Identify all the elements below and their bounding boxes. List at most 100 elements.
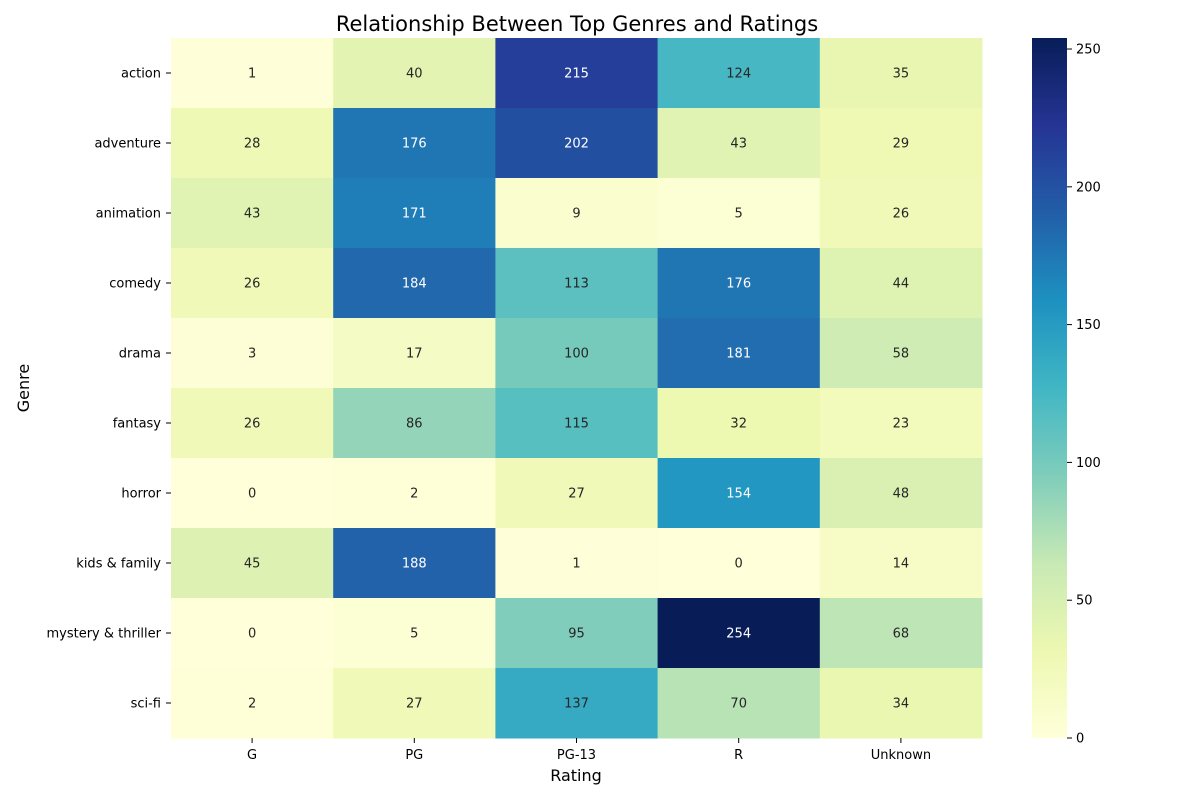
x-axis-label: Rating (550, 766, 602, 785)
heatmap-cell (333, 178, 496, 249)
column-tick-label: PG (405, 748, 423, 763)
colorbar-tick-label: 100 (1076, 456, 1101, 471)
colorbar-ticks: 0 50 100 150 200 250 (1067, 43, 1101, 747)
cell-value-label: 0 (248, 627, 256, 642)
cell-value-label: 40 (406, 67, 423, 82)
cell-value-label: 115 (564, 417, 589, 432)
cell-value-label: 202 (564, 137, 589, 152)
heatmap-cell (819, 108, 983, 179)
cell-value-label: 26 (244, 277, 261, 292)
heatmap-cell (171, 598, 334, 669)
colorbar-tick-label: 150 (1076, 318, 1101, 333)
cell-value-label: 86 (406, 417, 423, 432)
heatmap-cell (657, 108, 821, 179)
chart-title: Relationship Between Top Genres and Rati… (336, 12, 818, 36)
heatmap-cell (819, 178, 983, 249)
heatmap-cell (657, 248, 821, 319)
heatmap-cell (171, 38, 334, 109)
cell-value-label: 35 (893, 67, 910, 82)
cell-value-label: 34 (893, 697, 910, 712)
heatmap-cell (495, 38, 659, 109)
row-tick-label: drama (119, 347, 161, 362)
heatmap-cell (171, 248, 334, 319)
heatmap-cell (333, 108, 496, 179)
cell-value-label: 0 (248, 487, 256, 502)
cell-value-label: 9 (572, 207, 580, 222)
heatmap-cell (171, 458, 334, 529)
heatmap-cell (819, 458, 983, 529)
heatmap-cell (657, 458, 821, 529)
heatmap-cell (819, 528, 983, 599)
cell-value-label: 45 (244, 557, 261, 572)
heatmap-cell (819, 248, 983, 319)
cell-value-label: 137 (564, 697, 589, 712)
cell-value-label: 2 (248, 697, 256, 712)
cell-value-label: 27 (406, 697, 423, 712)
heatmap-cell (333, 318, 496, 389)
cell-value-label: 184 (402, 277, 427, 292)
colorbar (1032, 38, 1067, 738)
heatmap-cell (495, 668, 659, 739)
heatmap-cell (657, 598, 821, 669)
column-tick-labels: G PG PG-13 R Unknown (247, 738, 931, 763)
column-tick-label: R (734, 748, 743, 763)
cell-value-label: 14 (893, 557, 910, 572)
cell-value-label: 68 (893, 627, 910, 642)
cell-value-label: 26 (893, 207, 910, 222)
colorbar-tick-label: 50 (1076, 594, 1093, 609)
row-tick-label: comedy (109, 277, 161, 292)
colorbar-tick-label: 0 (1076, 732, 1084, 747)
cell-value-label: 5 (735, 207, 743, 222)
heatmap-cell (657, 178, 821, 249)
heatmap-cell (657, 38, 821, 109)
column-tick-label: Unknown (871, 748, 931, 763)
heatmap-cell (657, 528, 821, 599)
heatmap-cell (171, 178, 334, 249)
heatmap-cell (333, 248, 496, 319)
heatmap-cell (657, 388, 821, 459)
cell-value-label: 44 (893, 277, 910, 292)
heatmap-cell (333, 668, 496, 739)
heatmap-cell (819, 388, 983, 459)
cell-value-label: 113 (564, 277, 589, 292)
heatmap-cell (171, 318, 334, 389)
row-tick-label: mystery & thriller (46, 627, 161, 642)
heatmap-cell (819, 318, 983, 389)
cell-value-label: 27 (568, 487, 585, 502)
heatmap-cell (495, 108, 659, 179)
heatmap-cell (495, 458, 659, 529)
row-tick-label: sci-fi (131, 697, 161, 712)
cell-value-label: 17 (406, 347, 423, 362)
cell-value-label: 1 (248, 67, 256, 82)
heatmap-cell (333, 598, 496, 669)
heatmap-cell (333, 388, 496, 459)
colorbar-tick-label: 200 (1076, 180, 1101, 195)
cell-value-label: 176 (402, 137, 427, 152)
heatmap-cell (495, 318, 659, 389)
heatmap-cell (171, 108, 334, 179)
cell-value-label: 48 (893, 487, 910, 502)
cell-value-label: 43 (244, 207, 261, 222)
heatmap-cell (333, 458, 496, 529)
cell-value-label: 95 (568, 627, 585, 642)
row-tick-label: fantasy (113, 417, 162, 432)
column-tick-label: PG-13 (557, 748, 596, 763)
heatmap-cell (171, 528, 334, 599)
cell-value-label: 188 (402, 557, 427, 572)
heatmap-cell (819, 38, 983, 109)
heatmap-cell (819, 668, 983, 739)
row-tick-label: action (121, 67, 161, 82)
cell-value-label: 3 (248, 347, 256, 362)
cell-value-label: 2 (410, 487, 418, 502)
cell-value-label: 29 (893, 137, 910, 152)
row-tick-label: horror (121, 487, 161, 502)
cell-value-label: 100 (564, 347, 589, 362)
cell-value-label: 215 (564, 67, 589, 82)
cell-value-label: 58 (893, 347, 910, 362)
cell-value-label: 171 (402, 207, 427, 222)
cell-value-label: 176 (726, 277, 751, 292)
heatmap-cell (333, 38, 496, 109)
cell-value-label: 32 (730, 417, 747, 432)
